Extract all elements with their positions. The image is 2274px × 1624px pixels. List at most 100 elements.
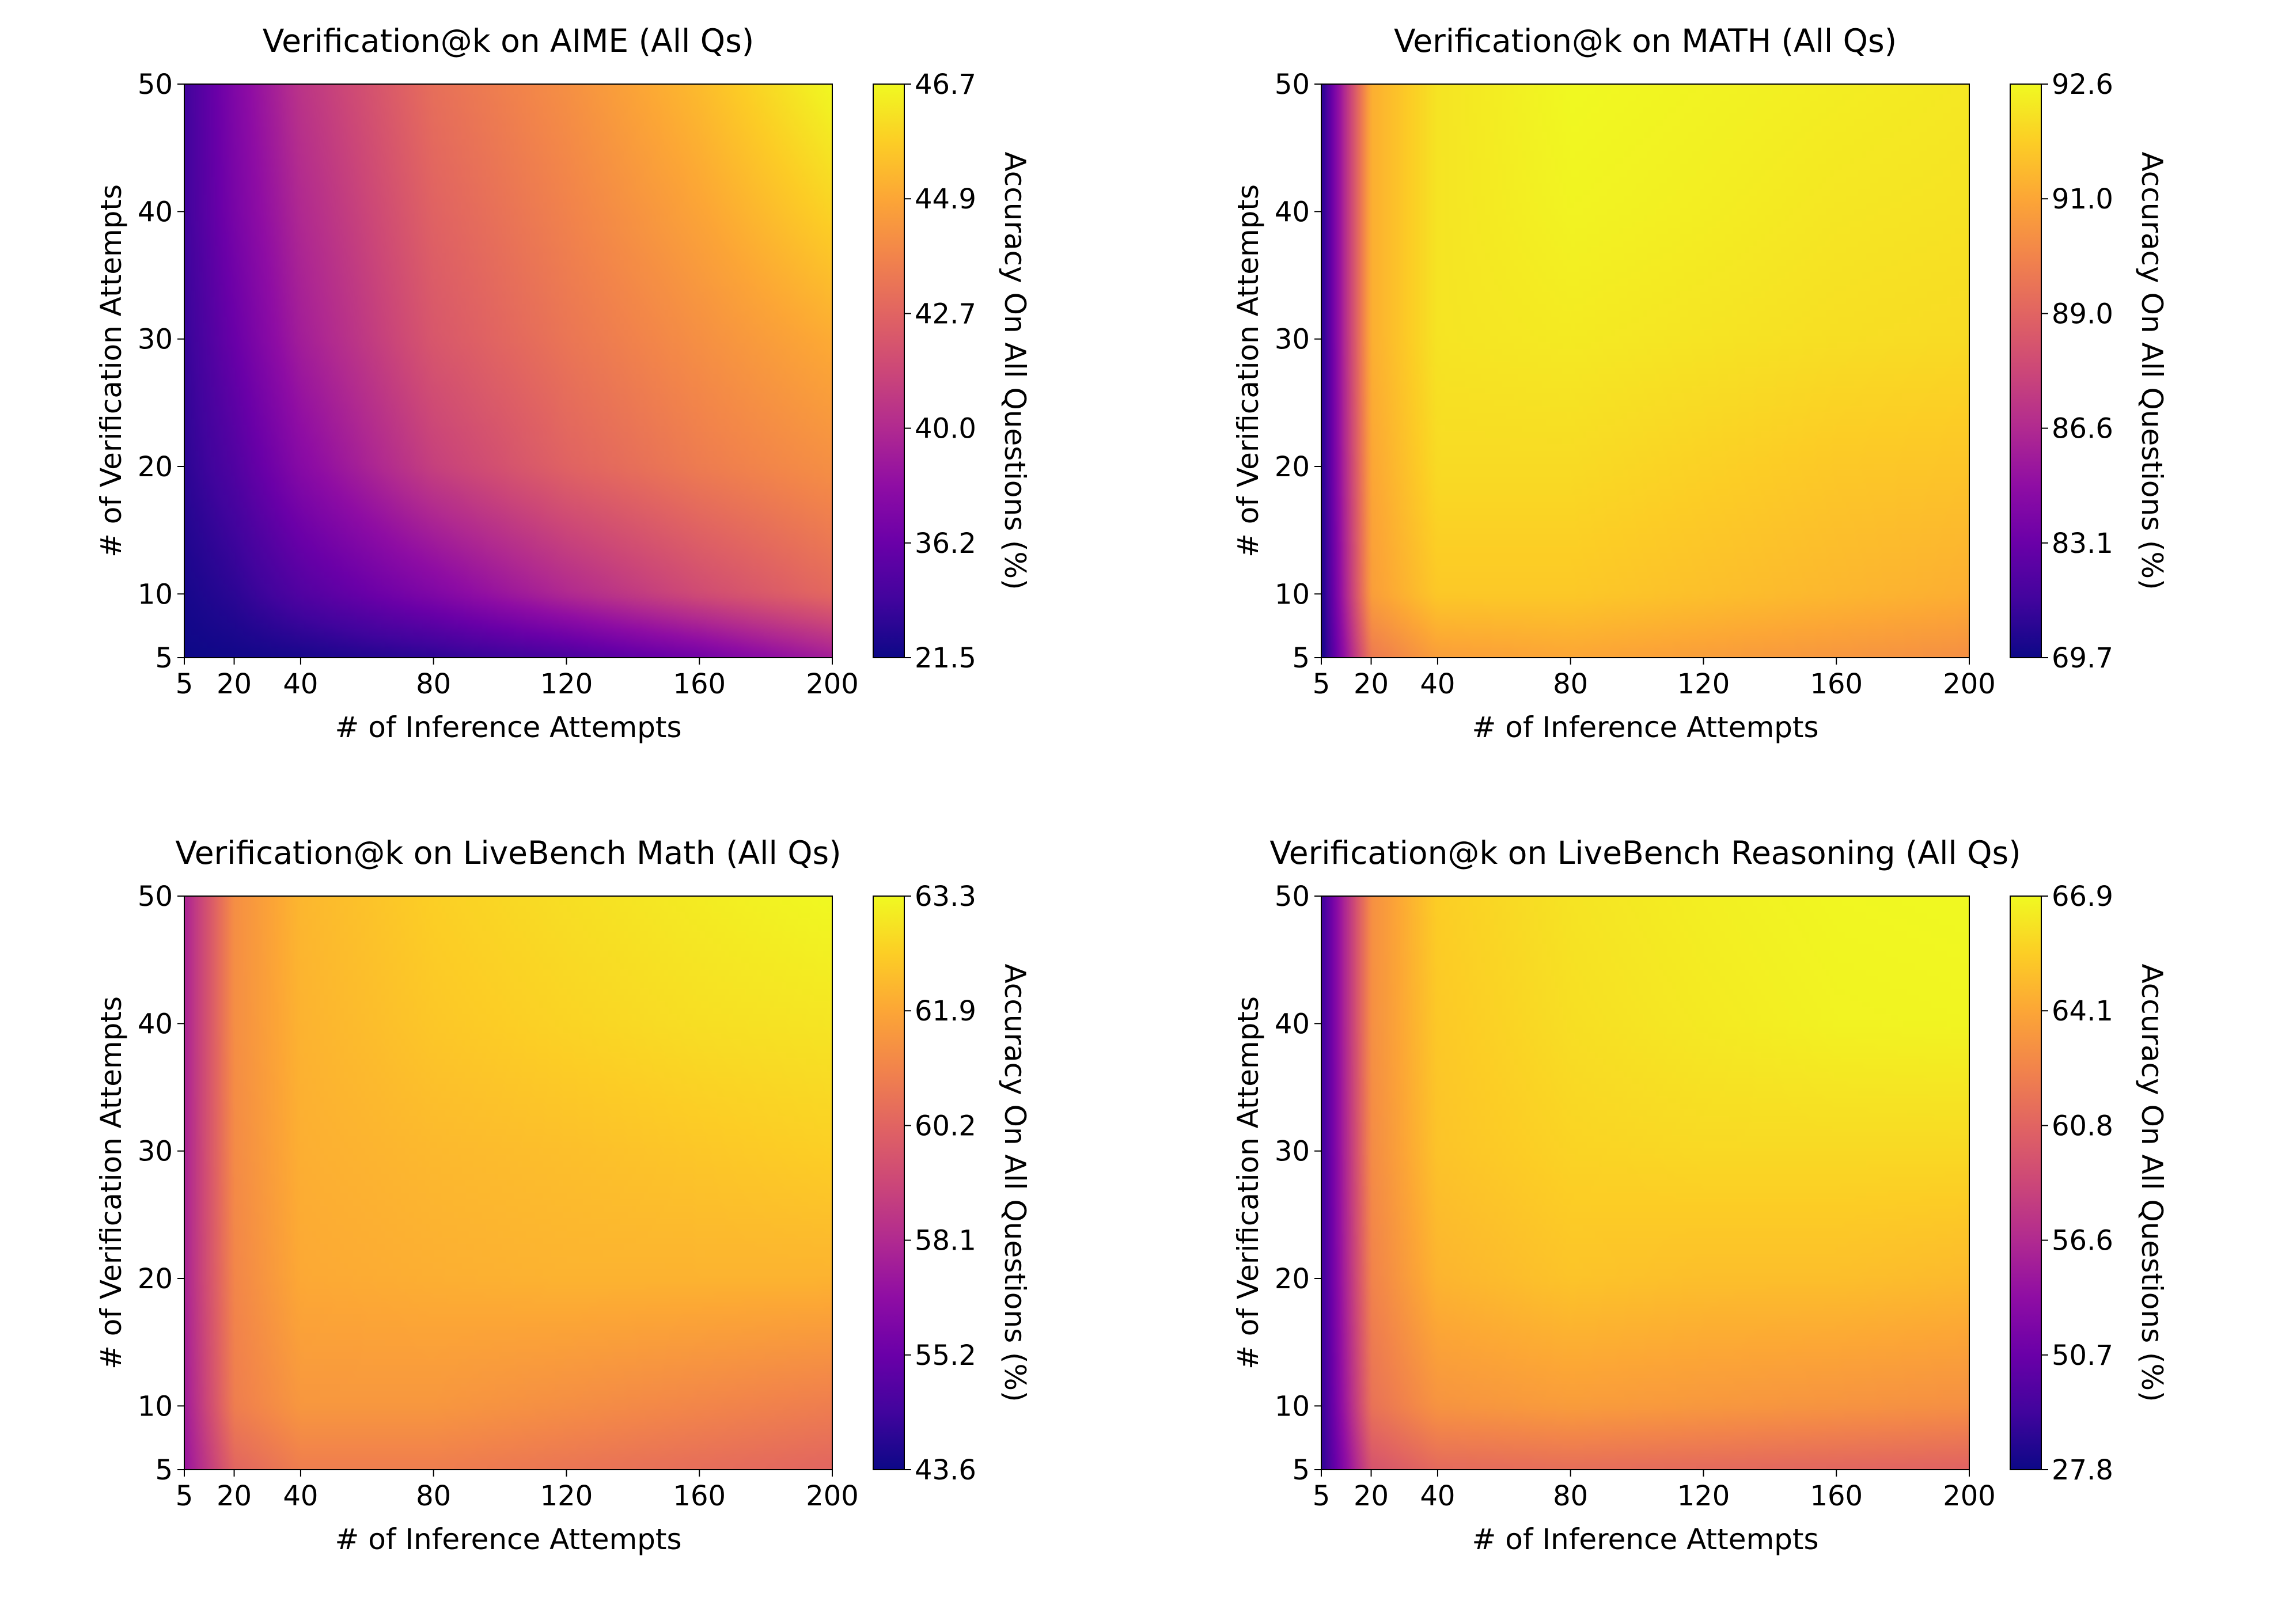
colorbar (2010, 84, 2042, 658)
x-tick-label: 80 (416, 668, 451, 700)
colorbar-tick-label: 42.7 (915, 298, 976, 330)
colorbar-tick-label: 50.7 (2052, 1340, 2113, 1372)
x-tick-label: 200 (806, 1480, 859, 1512)
x-axis-label: # of Inference Attempts (335, 1523, 681, 1556)
x-tick-label: 160 (673, 1480, 726, 1512)
y-tick-label: 50 (138, 881, 173, 913)
x-tick-label: 120 (1677, 1480, 1730, 1512)
x-tick-label: 80 (1553, 668, 1588, 700)
x-tick-label: 160 (673, 668, 726, 700)
x-axis-label: # of Inference Attempts (1472, 711, 1818, 744)
colorbar-label: Accuracy On All Questions (%) (2135, 151, 2169, 590)
y-tick-label: 10 (1275, 578, 1310, 610)
colorbar-tick-label: 36.2 (915, 528, 976, 560)
colorbar-tick-label: 55.2 (915, 1340, 976, 1372)
plot-frame (1321, 84, 1970, 658)
x-tick-label: 20 (217, 668, 252, 700)
x-tick-label: 200 (1943, 668, 1996, 700)
y-tick-label: 20 (1275, 1263, 1310, 1295)
chart-svg: Verification@k on LiveBench Math (All Qs… (94, 834, 1032, 1556)
colorbar-tick-label: 46.7 (915, 69, 976, 101)
y-tick-label: 40 (138, 196, 173, 228)
y-tick-label: 5 (155, 642, 173, 674)
chart-svg: Verification@k on MATH (All Qs) 5 20 40 80 12… (1231, 22, 2169, 744)
x-tick-label: 40 (283, 668, 318, 700)
y-tick-label: 40 (1275, 1008, 1310, 1040)
x-tick-label: 120 (1677, 668, 1730, 700)
colorbar (873, 896, 905, 1470)
colorbar-tick-label: 40.0 (915, 413, 976, 445)
heatmap-surface (1321, 896, 1969, 1470)
heatmap-panel-aime: Verification@k on AIME (All Qs) 5 20 40 80 12… (0, 0, 1137, 812)
colorbar-label: Accuracy On All Questions (%) (2135, 963, 2169, 1402)
colorbar-tick-label: 83.1 (2052, 528, 2113, 560)
y-axis-label: # of Verification Attempts (1231, 996, 1265, 1369)
y-axis-label: # of Verification Attempts (94, 996, 128, 1369)
colorbar-tick-label: 56.6 (2052, 1225, 2113, 1257)
colorbar (873, 84, 905, 658)
y-tick-label: 40 (1275, 196, 1310, 228)
colorbar-tick-label: 66.9 (2052, 881, 2113, 913)
y-tick-label: 10 (138, 1390, 173, 1422)
y-tick-label: 50 (1275, 69, 1310, 101)
colorbar-tick-label: 86.6 (2052, 413, 2113, 445)
colorbar-tick-label: 60.8 (2052, 1110, 2113, 1142)
x-axis-label: # of Inference Attempts (1472, 1523, 1818, 1556)
y-axis-label: # of Verification Attempts (1231, 184, 1265, 557)
colorbar-label: Accuracy On All Questions (%) (998, 151, 1032, 590)
y-tick-label: 5 (155, 1454, 173, 1486)
y-tick-label: 30 (138, 324, 173, 356)
plot-frame (184, 896, 833, 1470)
chart-svg: Verification@k on AIME (All Qs) 5 20 40 80 12… (94, 22, 1032, 744)
colorbar (2010, 896, 2042, 1470)
colorbar-tick-label: 89.0 (2052, 298, 2113, 330)
x-tick-label: 160 (1810, 1480, 1863, 1512)
x-tick-label: 20 (1354, 668, 1389, 700)
colorbar-tick-label: 60.2 (915, 1110, 976, 1142)
x-tick-label: 40 (283, 1480, 318, 1512)
y-tick-label: 50 (1275, 881, 1310, 913)
colorbar-tick-label: 27.8 (2052, 1454, 2113, 1486)
colorbar-tick-label: 64.1 (2052, 995, 2113, 1027)
x-tick-label: 40 (1420, 1480, 1455, 1512)
chart-svg: Verification@k on LiveBench Reasoning (A… (1231, 834, 2169, 1556)
x-tick-label: 120 (540, 1480, 593, 1512)
x-tick-label: 80 (1553, 1480, 1588, 1512)
colorbar-tick-label: 63.3 (915, 881, 976, 913)
heatmap-surface (184, 84, 832, 658)
y-tick-label: 20 (138, 1263, 173, 1295)
y-tick-label: 20 (1275, 451, 1310, 483)
colorbar-tick-label: 21.5 (915, 642, 976, 674)
y-tick-label: 5 (1292, 642, 1310, 674)
colorbar-tick-label: 43.6 (915, 1454, 976, 1486)
x-tick-label: 40 (1420, 668, 1455, 700)
heatmap-surface (1321, 84, 1969, 658)
x-tick-label: 5 (1313, 1480, 1331, 1512)
x-tick-label: 5 (1313, 668, 1331, 700)
chart-title: Verification@k on AIME (All Qs) (263, 22, 754, 59)
x-tick-label: 160 (1810, 668, 1863, 700)
colorbar-tick-label: 92.6 (2052, 69, 2113, 101)
y-tick-label: 40 (138, 1008, 173, 1040)
y-tick-label: 30 (138, 1136, 173, 1168)
y-axis-label: # of Verification Attempts (94, 184, 128, 557)
y-tick-label: 5 (1292, 1454, 1310, 1486)
colorbar-tick-label: 91.0 (2052, 183, 2113, 215)
x-tick-label: 80 (416, 1480, 451, 1512)
x-axis-label: # of Inference Attempts (335, 711, 681, 744)
x-tick-label: 200 (806, 668, 859, 700)
colorbar-tick-label: 58.1 (915, 1225, 976, 1257)
x-tick-label: 5 (176, 668, 194, 700)
x-tick-label: 20 (217, 1480, 252, 1512)
colorbar-tick-label: 61.9 (915, 995, 976, 1027)
y-tick-label: 50 (138, 69, 173, 101)
colorbar-tick-label: 44.9 (915, 183, 976, 215)
x-tick-label: 120 (540, 668, 593, 700)
plot-frame (1321, 896, 1970, 1470)
y-tick-label: 30 (1275, 324, 1310, 356)
heatmap-panel-livebench-math: Verification@k on LiveBench Math (All Qs… (0, 812, 1137, 1624)
x-tick-label: 200 (1943, 1480, 1996, 1512)
colorbar-label: Accuracy On All Questions (%) (998, 963, 1032, 1402)
heatmap-surface (184, 896, 832, 1470)
y-tick-label: 10 (138, 578, 173, 610)
